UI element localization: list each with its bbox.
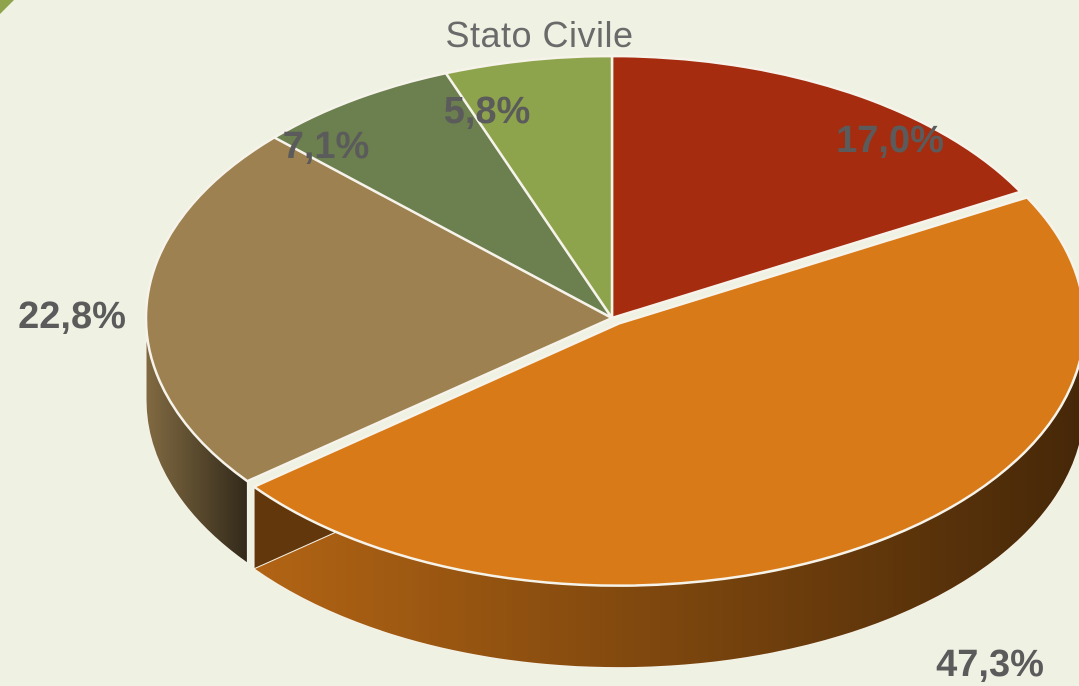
data-label-3: 7,1% (283, 125, 370, 167)
corner-accent (0, 0, 14, 14)
data-label-4: 5,8% (444, 90, 531, 132)
data-label-0: 17,0% (836, 119, 944, 161)
data-label-2: 22,8% (18, 295, 126, 337)
chart-title: Stato Civile (445, 14, 634, 55)
pie-slice-2 (144, 136, 614, 483)
data-label-1: 47,3% (936, 643, 1044, 685)
pie-slice-1 (252, 196, 1079, 587)
pie-slice-4 (444, 54, 614, 320)
pie-slice-3 (273, 71, 614, 320)
pie-slice-0 (610, 54, 1022, 320)
pie-tops (144, 54, 1079, 587)
pie-labels: 17,0% 47,3% 22,8% 7,1% 5,8% (18, 90, 1044, 685)
